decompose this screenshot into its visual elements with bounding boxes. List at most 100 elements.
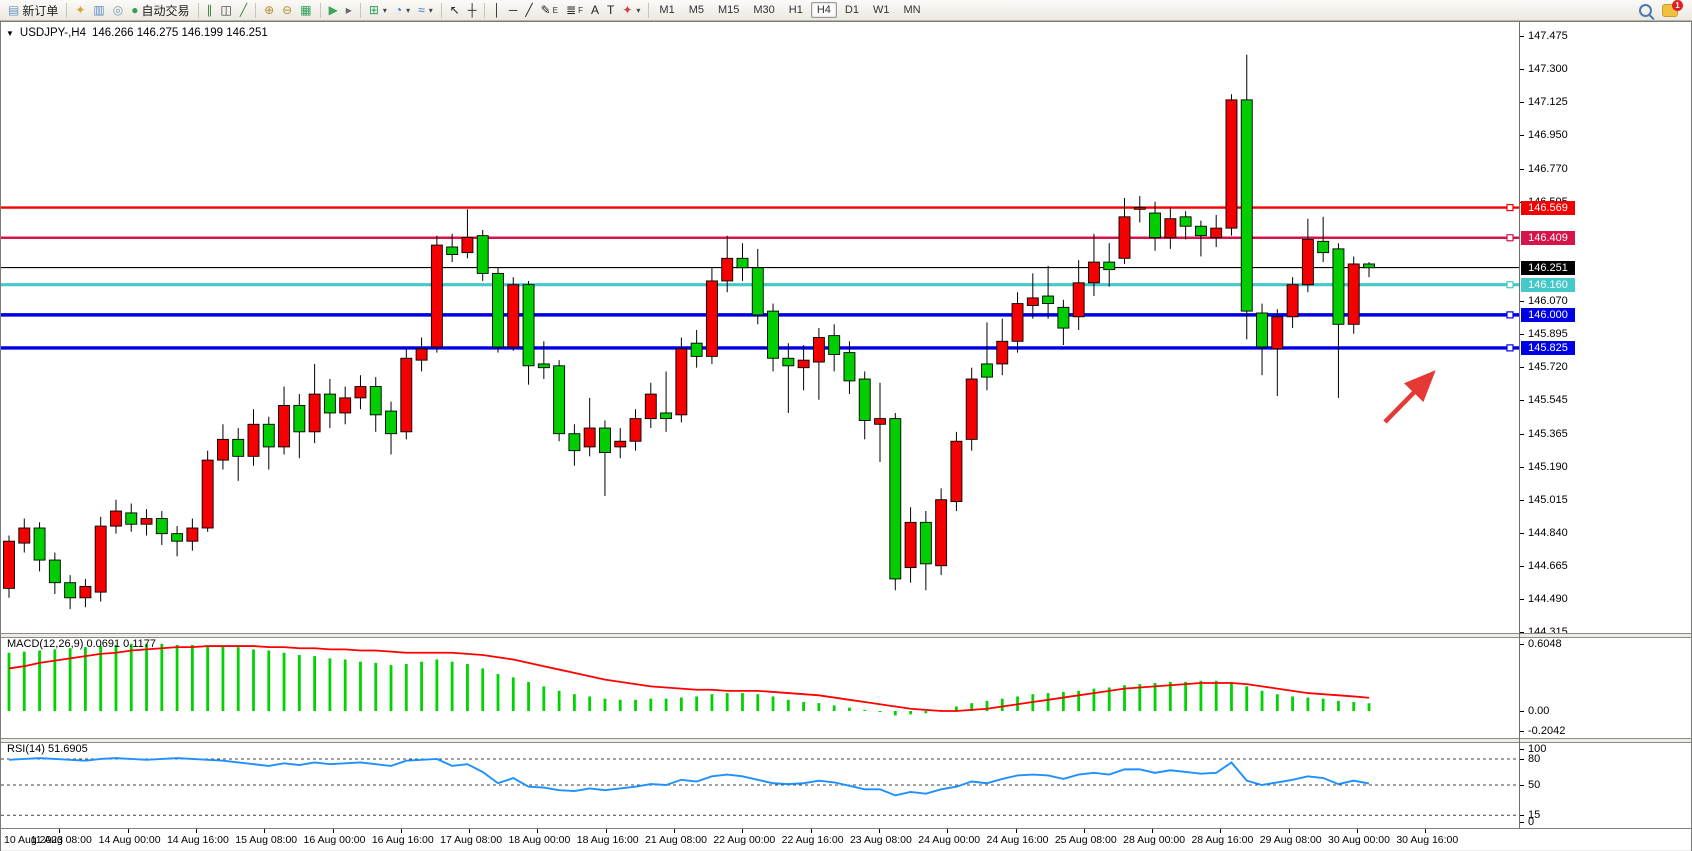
- chevron-down-icon: ▾: [382, 5, 387, 15]
- line-chart-icon[interactable]: ╱: [236, 1, 251, 20]
- price-badge-146.000: 146.000: [1521, 307, 1575, 322]
- macd-hist-bar: [1138, 684, 1142, 711]
- pane-splitter[interactable]: [1, 738, 1691, 743]
- equidistant-channel-icon[interactable]: ✎ E: [537, 1, 562, 20]
- macd-hist-bar: [832, 705, 836, 711]
- crosshair-icon[interactable]: ┼: [464, 1, 481, 20]
- timeframe-M1[interactable]: M1: [659, 4, 675, 16]
- candle-bull: [430, 244, 443, 348]
- price-chart-pane[interactable]: [1, 22, 1692, 633]
- rsi-pane[interactable]: [1, 741, 1692, 828]
- bar-chart-icon[interactable]: ∥: [203, 1, 217, 20]
- signals-icon[interactable]: ◎: [109, 1, 127, 20]
- text-label-icon[interactable]: T: [603, 1, 618, 20]
- candle-bear: [599, 427, 611, 454]
- trendline-icon[interactable]: ╱: [521, 1, 536, 20]
- macd-hist-bar: [1168, 681, 1172, 711]
- time-label: 30 Aug 00:00: [1328, 834, 1390, 846]
- collapse-arrow-icon[interactable]: ▼: [6, 28, 14, 38]
- macd-hist-bar: [588, 696, 592, 711]
- candle-bull: [1087, 261, 1100, 284]
- candle-bull: [1072, 282, 1085, 318]
- macd-hist-bar: [1092, 688, 1096, 711]
- zoom-out-icon[interactable]: ⊖: [278, 1, 296, 20]
- fibonacci-icon[interactable]: ≣ F: [562, 1, 587, 20]
- timeframe-D1[interactable]: D1: [844, 4, 859, 16]
- vertical-line-icon[interactable]: │: [489, 1, 505, 20]
- notifications-icon[interactable]: 1: [1662, 0, 1683, 17]
- chevron-down-icon: ▾: [636, 5, 641, 15]
- hline-anchor[interactable]: [1506, 344, 1514, 352]
- timeframe-M15[interactable]: M15: [717, 4, 740, 16]
- macd-hist-bar: [1352, 702, 1356, 711]
- macd-pane[interactable]: [1, 636, 1692, 738]
- arrows-dropdown[interactable]: ✦ ▾: [618, 1, 644, 20]
- macd-hist-bar: [985, 700, 989, 711]
- macd-hist-bar: [741, 693, 744, 711]
- time-tick-mark: [59, 829, 61, 833]
- metaeditor-icon[interactable]: ✦: [71, 1, 89, 20]
- text-icon[interactable]: A: [587, 1, 603, 20]
- timeframe-W1[interactable]: W1: [872, 4, 890, 16]
- time-label: 18 Aug 00:00: [508, 834, 571, 846]
- market-watch-icon[interactable]: ▥: [89, 1, 108, 20]
- cursor-icon[interactable]: ↖: [446, 1, 464, 20]
- time-tick-mark: [264, 829, 266, 833]
- time-tick-mark: [400, 829, 402, 833]
- time-label: 22 Aug 00:00: [713, 834, 776, 846]
- macd-hist-bar: [1077, 690, 1081, 711]
- time-tick-mark: [742, 829, 744, 833]
- candle-bear: [33, 527, 46, 561]
- price-badge-146.160: 146.160: [1521, 277, 1575, 292]
- timeframe-M5[interactable]: M5: [688, 4, 704, 16]
- candlestick-chart-icon[interactable]: ◫: [217, 1, 236, 20]
- candle-bear: [1179, 216, 1192, 227]
- candle-bear: [1332, 248, 1345, 325]
- candle-bear: [155, 518, 168, 535]
- timeframe-H1[interactable]: H1: [788, 4, 803, 16]
- new-order-button[interactable]: ▤ 新订单: [4, 1, 62, 20]
- period-dropdown[interactable]: ◔ ▾: [391, 1, 414, 20]
- timeframe-MN[interactable]: MN: [903, 4, 921, 16]
- candle-bull: [400, 357, 413, 433]
- zoom-in-icon[interactable]: ⊕: [260, 1, 278, 20]
- macd-signal-line: [8, 645, 1370, 712]
- auto-trading-button[interactable]: ● 自动交易: [127, 1, 193, 20]
- axis-tick-mark: [1520, 644, 1524, 645]
- timeframe-H4[interactable]: H4: [810, 2, 837, 18]
- candle-bear: [828, 335, 841, 355]
- macd-hist-bar: [848, 707, 851, 711]
- time-axis[interactable]: 10 Aug 2023 11 Aug 08:00 14 Aug 00:00 14 Au…: [1, 828, 1691, 851]
- candle-bull: [965, 378, 978, 440]
- timeframe-M30[interactable]: M30: [753, 4, 775, 16]
- indicators-dropdown[interactable]: ≈ ▾: [414, 1, 437, 20]
- candle-bull: [1225, 99, 1238, 229]
- macd-hist-bar: [649, 698, 653, 711]
- horizontal-line-icon[interactable]: ─: [505, 1, 522, 20]
- candle-bear: [537, 363, 550, 369]
- tile-windows-icon[interactable]: ▦: [296, 1, 315, 20]
- macd-hist-bar: [1306, 697, 1310, 711]
- time-label: 24 Aug 00:00: [918, 834, 981, 846]
- hline-anchor[interactable]: [1506, 203, 1514, 212]
- price-tick-145.015: 145.015: [1528, 494, 1568, 507]
- pane-splitter[interactable]: [1, 633, 1691, 638]
- hline-anchor[interactable]: [1506, 311, 1514, 319]
- price-tick-146.070: 146.070: [1528, 295, 1568, 308]
- auto-scroll-icon[interactable]: ▶: [325, 1, 342, 20]
- new-chart-dropdown[interactable]: ⊞ ▾: [365, 1, 391, 20]
- toolbar-divider: [440, 2, 442, 18]
- chart-shift-icon[interactable]: ▸: [342, 1, 356, 20]
- rsi-line: [8, 757, 1370, 797]
- macd-hist-bar: [1061, 691, 1065, 711]
- hline-anchor[interactable]: [1506, 281, 1514, 289]
- time-tick-mark: [537, 829, 539, 833]
- search-icon[interactable]: [1639, 3, 1652, 17]
- macd-hist-bar: [236, 647, 240, 711]
- macd-hist-bar: [496, 674, 500, 711]
- time-tick-mark: [1288, 829, 1290, 833]
- candle-bear: [64, 582, 77, 599]
- hline-anchor[interactable]: [1506, 234, 1514, 242]
- trend-arrow-annotation[interactable]: [1373, 355, 1457, 435]
- price-tick-145.365: 145.365: [1528, 428, 1568, 441]
